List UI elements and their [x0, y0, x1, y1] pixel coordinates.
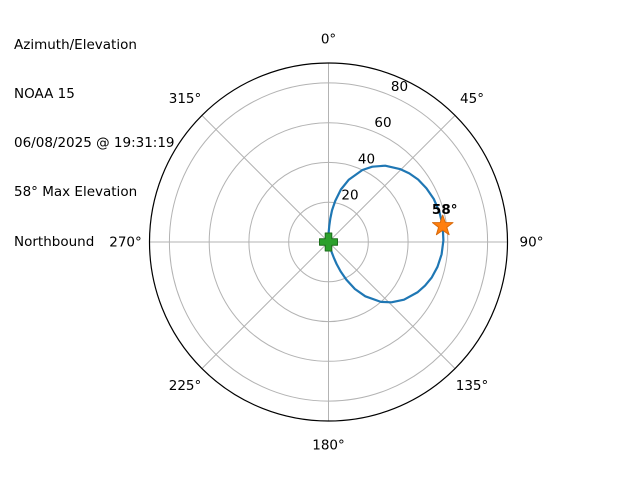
max-elevation-star-icon [432, 214, 454, 236]
azimuth-tick-label: 90° [520, 235, 544, 251]
azimuth-tick-label: 45° [460, 91, 484, 107]
chart-title: Azimuth/Elevation [14, 36, 137, 53]
max-elevation-text: 58° Max Elevation [14, 184, 138, 201]
pass-datetime: 06/08/2025 @ 19:31:19 [14, 135, 175, 152]
azimuth-tick-label: 135° [456, 378, 489, 394]
azimuth-gridline [201, 241, 329, 369]
max-elevation-label: 58° [432, 202, 458, 218]
azimuth-tick-label: 0° [321, 32, 336, 48]
azimuth-gridline [201, 115, 329, 243]
pass-info-block: Azimuth/Elevation NOAA 15 06/08/2025 @ 1… [14, 4, 175, 283]
elevation-tick-label: 20 [341, 188, 358, 204]
satellite-name: NOAA 15 [14, 86, 75, 103]
elevation-tick-label: 80 [391, 79, 408, 95]
azimuth-tick-label: 180° [312, 438, 345, 454]
polar-outline [148, 62, 509, 422]
elevation-ring [208, 122, 449, 362]
azimuth-tick-label: 270° [109, 235, 142, 251]
elevation-ring [248, 161, 409, 323]
azimuth-gridline [328, 241, 456, 369]
elevation-tick-label: 60 [374, 115, 391, 131]
azimuth-tick-label: 225° [169, 378, 202, 394]
elevation-tick-label: 40 [358, 151, 375, 167]
azimuth-gridline [328, 115, 456, 243]
elevation-ring [288, 201, 369, 283]
pass-start-plus-icon [319, 232, 338, 252]
pass-direction: Northbound [14, 233, 95, 250]
elevation-ring [168, 82, 489, 402]
azimuth-tick-label: 315° [169, 91, 202, 107]
